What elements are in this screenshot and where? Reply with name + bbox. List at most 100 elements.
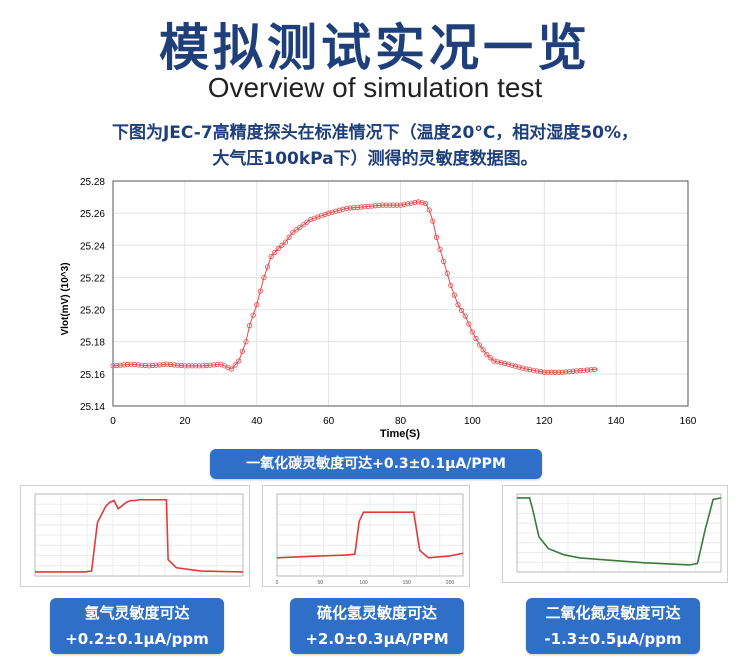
main-data-point	[279, 242, 285, 248]
main-data-point	[509, 362, 515, 368]
main-data-point	[282, 239, 289, 245]
main-y-tick-label: 25.28	[80, 177, 105, 188]
main-data-point	[268, 253, 274, 260]
mini-series-line	[517, 497, 722, 566]
main-data-point	[458, 307, 465, 313]
mini-plot-frame	[276, 493, 464, 577]
main-data-point	[275, 245, 281, 252]
main-data-point	[584, 367, 590, 373]
main-data-point	[121, 362, 127, 368]
main-chart: 25.28 25.26 25.24 25.22 25.20 25.18 25.16 25.14…	[60, 177, 697, 440]
main-data-point	[160, 361, 166, 368]
main-data-point	[149, 362, 156, 369]
main-data-point	[563, 369, 569, 375]
mini-plot-frame	[34, 493, 244, 577]
main-data-point	[142, 362, 148, 369]
main-data-point	[541, 369, 547, 375]
main-data-point	[433, 234, 440, 240]
main-data-point	[135, 362, 141, 368]
main-data-point	[189, 363, 195, 369]
main-x-tick-label: 80	[395, 416, 407, 427]
main-data-point	[329, 209, 335, 215]
main-data-point	[581, 367, 587, 373]
main-data-point	[473, 335, 479, 342]
main-data-point	[401, 201, 407, 208]
mini-x-tick-label: 100	[359, 580, 368, 586]
main-data-point	[131, 361, 138, 368]
main-data-point	[577, 368, 583, 374]
main-data-point	[455, 302, 461, 308]
page-title: 模拟测试实况一览	[159, 19, 591, 77]
main-data-point	[153, 362, 159, 368]
main-data-point	[311, 215, 317, 221]
main-data-point	[469, 329, 475, 335]
main-data-point	[545, 369, 551, 375]
main-x-ticks: 0 20 40 60 80 100 120 140 160	[110, 416, 697, 427]
main-x-label: Time(S)	[380, 428, 420, 440]
main-data-point	[559, 369, 565, 375]
main-data-point	[297, 224, 303, 230]
main-data-point	[246, 323, 253, 329]
main-data-point	[394, 202, 400, 208]
main-data-point	[423, 200, 429, 207]
main-data-point	[552, 369, 558, 375]
main-points	[110, 199, 599, 375]
main-data-point	[157, 362, 163, 368]
main-data-point	[365, 203, 371, 209]
main-data-point	[164, 361, 170, 367]
co-sensitivity-badge: 一氧化碳灵敏度可达+0.3±0.1μA/PPM	[210, 449, 542, 479]
main-data-point	[326, 210, 332, 216]
main-data-point	[185, 363, 192, 369]
main-data-point	[444, 270, 450, 277]
main-x-tick-label: 160	[680, 416, 697, 427]
main-y-tick-label: 25.16	[80, 370, 105, 381]
main-data-point	[293, 227, 299, 233]
no2-badge-line-2: -1.3±0.5μA/ppm	[544, 630, 682, 648]
main-data-point	[408, 200, 414, 206]
h2s-chart-svg: 0 50 100 150 200	[276, 493, 464, 586]
mini-x-tick-label: 0	[276, 580, 279, 586]
main-data-point	[498, 360, 504, 366]
no2-sensitivity-badge: 二氧化氮灵敏度可达 -1.3±0.5μA/ppm	[526, 598, 700, 654]
main-data-point	[264, 264, 271, 270]
main-data-point	[146, 363, 152, 369]
main-plot-frame	[112, 180, 689, 407]
main-data-point	[336, 207, 343, 213]
main-series-line	[112, 201, 599, 373]
main-data-point	[175, 362, 181, 368]
h2-chart-svg	[34, 493, 244, 577]
mini-x-tick-label: 200	[446, 580, 455, 586]
main-data-point	[322, 211, 328, 218]
main-data-point	[419, 200, 425, 206]
mini-plot-frame	[516, 493, 722, 573]
main-data-point	[441, 258, 447, 264]
main-data-point	[476, 342, 483, 348]
main-data-point	[462, 313, 468, 319]
h2-sensitivity-badge: 氢气灵敏度可达 +0.2±0.1μA/ppm	[50, 598, 224, 654]
main-data-point	[254, 302, 260, 308]
main-data-point	[351, 205, 357, 211]
mini-series-line	[35, 498, 244, 573]
main-data-point	[200, 363, 206, 369]
main-data-point	[214, 361, 220, 368]
main-x-tick-label: 120	[536, 416, 553, 427]
main-data-point	[570, 368, 576, 374]
main-data-point	[113, 362, 120, 369]
main-data-point	[207, 362, 213, 368]
h2s-chart: 0 50 100 150 200	[262, 485, 470, 587]
main-data-point	[491, 358, 497, 364]
h2-badge-line-2: +0.2±0.1μA/ppm	[65, 630, 209, 648]
no2-chart	[502, 485, 728, 583]
main-data-point	[343, 205, 350, 211]
main-data-point	[286, 234, 292, 240]
main-data-point	[376, 202, 382, 209]
main-data-point	[318, 213, 325, 219]
page-subtitle: Overview of simulation test	[207, 72, 543, 103]
main-y-tick-label: 25.18	[80, 338, 105, 349]
main-data-point	[340, 206, 346, 212]
main-y-tick-label: 25.24	[80, 241, 105, 252]
main-x-tick-label: 20	[179, 416, 191, 427]
main-data-point	[300, 222, 307, 228]
main-data-point	[193, 363, 199, 369]
main-data-point	[516, 364, 522, 370]
